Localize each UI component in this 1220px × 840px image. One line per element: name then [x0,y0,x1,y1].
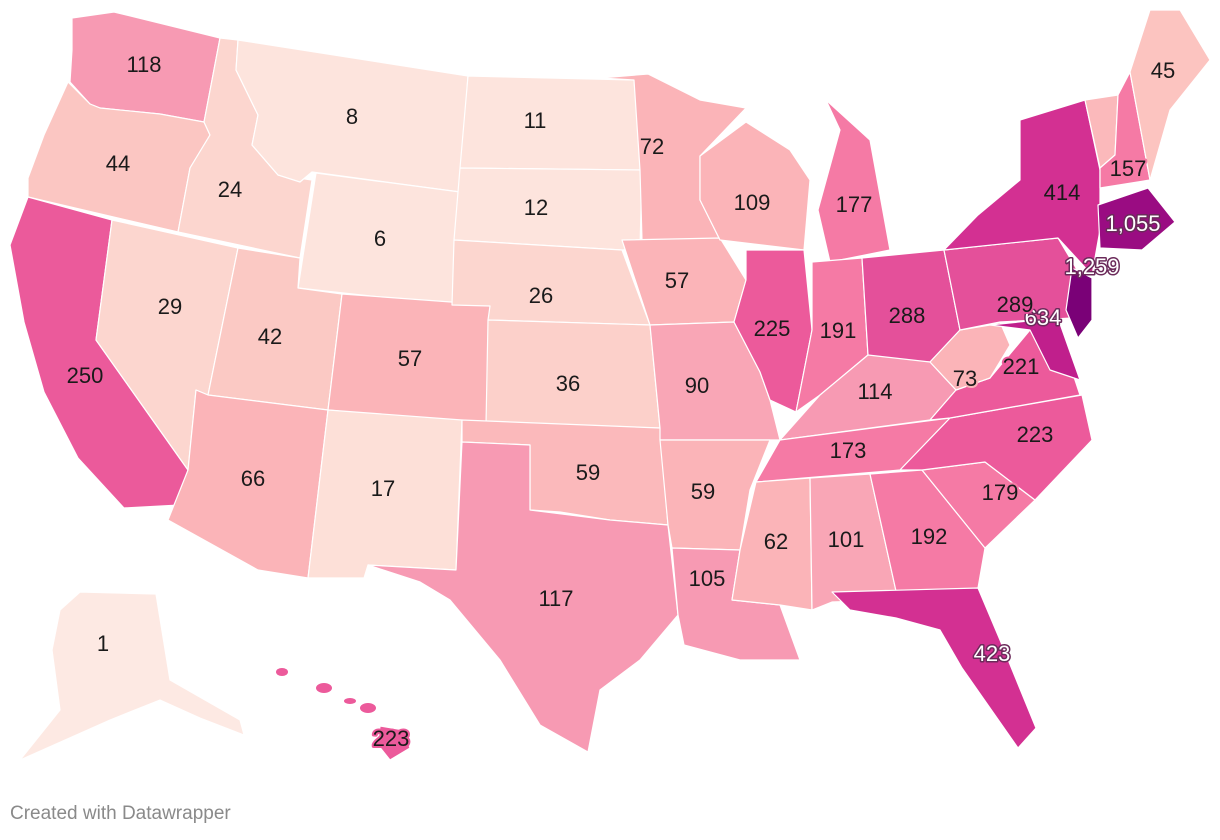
value-labels: 118 44 250 24 29 8 6 42 66 57 17 11 12 26 36 59 117 72 57 9… [65,50,1178,753]
value-label-ny: 414 [1044,180,1081,205]
value-label-nd: 11 [524,108,547,133]
state-wi[interactable] [699,121,811,251]
value-label-ne: 26 [529,283,553,308]
value-label-il: 225 [754,316,791,341]
value-label-sc: 179 [982,480,1019,505]
value-label-al: 101 [828,527,865,552]
value-label-ks: 36 [556,371,580,396]
state-md[interactable] [989,317,1081,381]
value-label-nc: 223 [1017,422,1054,447]
datawrapper-credit[interactable]: Created with Datawrapper [10,803,231,824]
value-label-ar: 59 [691,479,715,504]
value-label-mt: 8 [346,104,358,129]
value-label-tx: 117 [538,586,573,611]
value-label-ia: 57 [665,268,689,293]
value-label-ky: 114 [857,379,892,404]
value-label-fl: 423 [974,641,1011,666]
value-label-co: 57 [398,346,422,371]
value-label-in: 191 [820,318,857,343]
value-label-nh: 157 [1110,156,1147,181]
value-label-sd: 12 [524,195,548,220]
value-label-nm: 17 [371,476,395,501]
value-label-la: 105 [689,566,726,591]
value-label-az: 66 [241,466,265,491]
state-ga[interactable] [869,469,986,601]
value-label-ut: 42 [258,324,282,349]
state-me[interactable] [1129,9,1211,181]
value-label-ak: 1 [97,631,109,656]
value-label-ok: 59 [576,460,600,485]
value-label-mo: 90 [685,373,709,398]
value-label-va: 221 [1003,354,1040,379]
value-label-ga: 192 [911,524,948,549]
value-label-nv: 29 [158,294,182,319]
value-label-hi: 223 [373,726,410,751]
value-label-oh: 288 [889,303,926,328]
value-label-wy: 6 [374,226,386,251]
state-ny[interactable] [943,99,1101,276]
state-ma[interactable] [1097,187,1176,251]
value-label-mi: 177 [836,192,873,217]
us-choropleth-map: 118 44 250 24 29 8 6 42 66 57 17 11 12 26 36 59 117 72 57 9… [9,9,1211,761]
value-label-ma: 1,055 [1105,211,1160,236]
value-label-pa: 289 [997,292,1034,317]
value-label-or: 44 [106,151,130,176]
value-label-tn: 173 [830,438,867,463]
state-il[interactable] [733,249,813,413]
value-label-id: 24 [218,177,242,202]
value-label-wv: 73 [953,366,977,391]
value-label-wi: 109 [734,190,771,215]
value-label-ca: 250 [67,363,104,388]
state-fl[interactable] [831,587,1037,749]
state-ak[interactable] [19,591,245,761]
value-label-me: 45 [1151,58,1175,83]
value-label-wa: 118 [126,52,161,77]
value-label-mn: 72 [640,134,664,159]
state-nd[interactable] [459,75,643,171]
state-nj[interactable] [1065,267,1093,339]
state-hi[interactable] [276,668,411,761]
state-mi[interactable] [817,99,891,263]
state-tx[interactable] [367,441,679,753]
value-label-ms: 62 [764,529,788,554]
value-label-md: 634 [1025,305,1062,330]
value-label-nj: 1,259 [1064,254,1119,279]
